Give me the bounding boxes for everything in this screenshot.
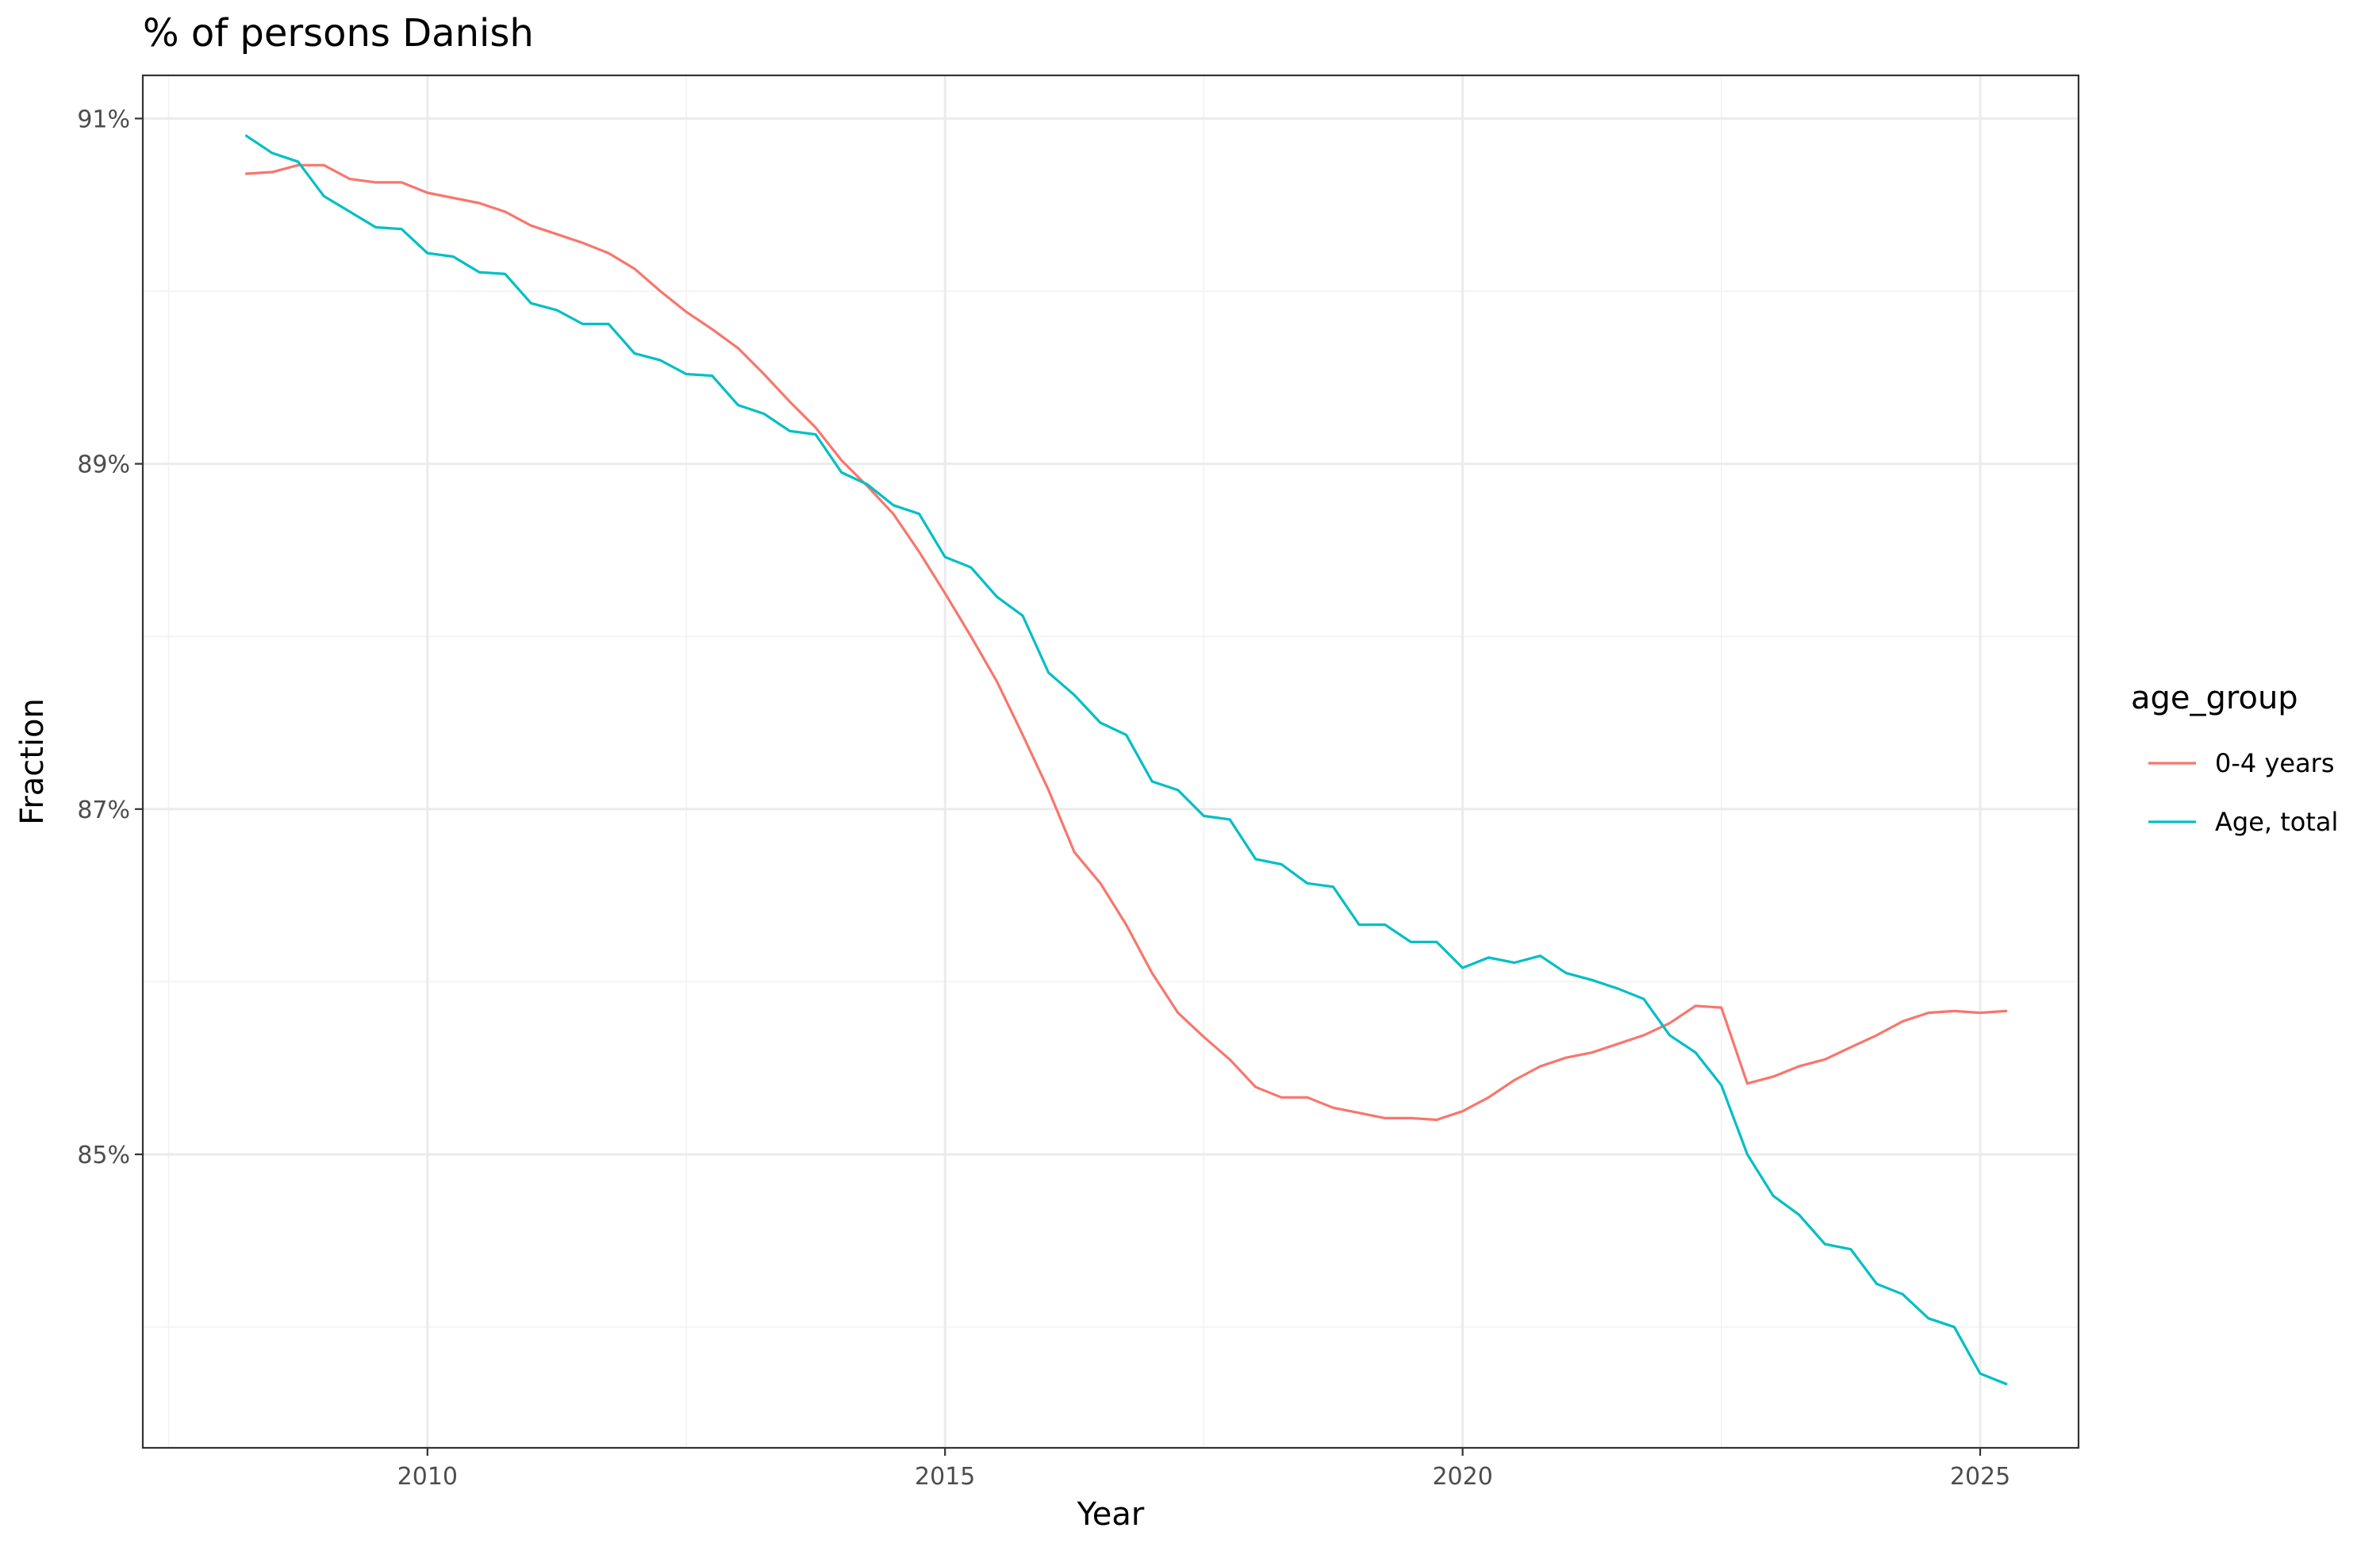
y-axis: 85% 87% 89% 91% xyxy=(77,106,143,1169)
x-tick-label: 2015 xyxy=(915,1463,975,1491)
x-tick-label: 2010 xyxy=(397,1463,458,1491)
series-line-0-4-years xyxy=(244,163,2008,1122)
chart-title: % of persons Danish xyxy=(143,11,534,56)
x-axis: 2010 2015 2020 2025 xyxy=(397,1448,2010,1491)
plot-panel xyxy=(141,74,2080,1449)
legend-items: 0-4 years Age, total xyxy=(2148,748,2338,837)
legend: age_group 0-4 years Age, total xyxy=(2131,680,2338,837)
y-tick-label: 87% xyxy=(77,797,130,824)
series-line-age-total xyxy=(244,134,2008,1386)
minor-gridlines xyxy=(143,75,2079,1448)
legend-label-age-total: Age, total xyxy=(2215,807,2338,837)
x-tick-label: 2020 xyxy=(1432,1463,1492,1491)
panel-background xyxy=(143,75,2079,1448)
y-tick-label: 89% xyxy=(77,451,130,479)
x-tick-label: 2025 xyxy=(1950,1463,2010,1491)
legend-title: age_group xyxy=(2131,680,2298,716)
y-tick-label: 85% xyxy=(77,1142,130,1169)
y-axis-title: Fraction xyxy=(14,698,51,825)
legend-label-0-4-years: 0-4 years xyxy=(2215,748,2335,778)
series-lines xyxy=(244,134,2008,1386)
y-tick-label: 91% xyxy=(77,106,130,133)
panel-border xyxy=(141,74,2080,1449)
major-gridlines xyxy=(143,75,2079,1448)
x-axis-title: Year xyxy=(1077,1496,1145,1533)
